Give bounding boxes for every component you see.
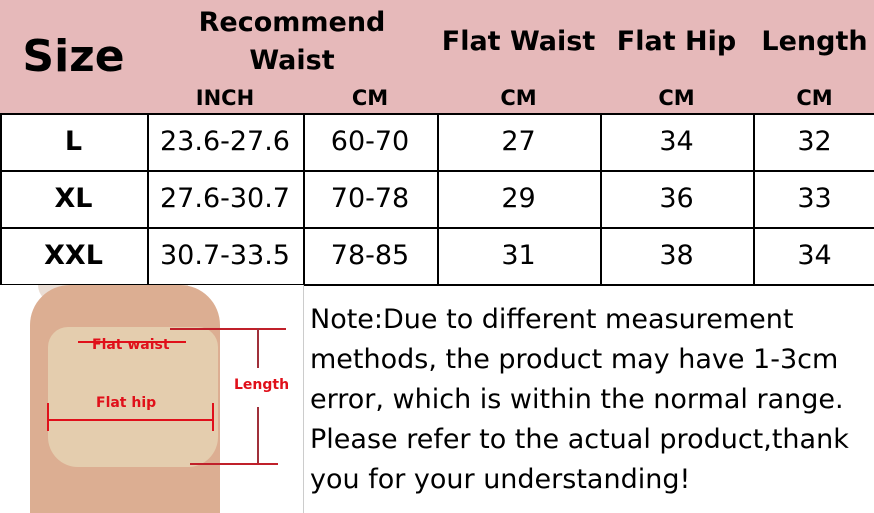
cell-size: L <box>0 113 149 172</box>
header-flat-hip: Flat Hip <box>600 0 755 85</box>
cell-size: XXL <box>0 227 149 286</box>
cell-flat-hip: 36 <box>600 170 755 229</box>
cell-inch: 30.7-33.5 <box>147 227 305 286</box>
unit-cm: CM <box>437 83 602 115</box>
product-photo: Flat waist Flat hip Length <box>0 285 304 513</box>
note-text: Note:Due to different measurement method… <box>310 304 849 495</box>
cell-flat-waist: 27 <box>437 113 602 172</box>
cell-cm: 70-78 <box>303 170 439 229</box>
unit-cm: CM <box>753 83 874 115</box>
cell-length: 34 <box>753 227 874 286</box>
header-flat-waist: Flat Waist <box>437 0 602 85</box>
header-recommend-waist: Recommend Waist <box>147 0 439 85</box>
cell-inch: 27.6-30.7 <box>147 170 305 229</box>
cell-size: XL <box>0 170 149 229</box>
cell-length: 32 <box>753 113 874 172</box>
cell-flat-hip: 38 <box>600 227 755 286</box>
header-size: Size <box>0 0 149 115</box>
size-table: Size Recommend Waist Flat Waist Flat Hip… <box>0 0 874 286</box>
cell-cm: 60-70 <box>303 113 439 172</box>
unit-cm: CM <box>600 83 755 115</box>
cell-flat-waist: 29 <box>437 170 602 229</box>
cell-inch: 23.6-27.6 <box>147 113 305 172</box>
cell-flat-waist: 31 <box>437 227 602 286</box>
cell-length: 33 <box>753 170 874 229</box>
cell-cm: 78-85 <box>303 227 439 286</box>
flat-hip-label: Flat hip <box>96 395 157 411</box>
cell-flat-hip: 34 <box>600 113 755 172</box>
shorts <box>48 327 218 467</box>
header-length: Length <box>753 0 874 85</box>
unit-inch: INCH <box>147 83 305 115</box>
unit-cm: CM <box>303 83 439 115</box>
flat-waist-label: Flat waist <box>92 337 170 353</box>
length-label: Length <box>234 377 290 393</box>
